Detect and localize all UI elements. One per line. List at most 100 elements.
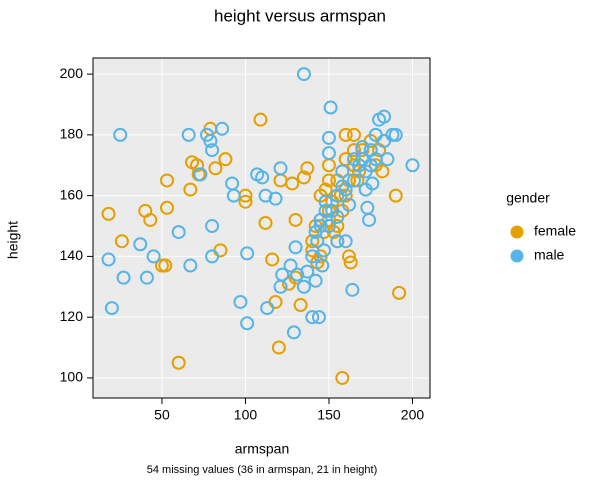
scatter-point bbox=[158, 258, 173, 273]
scatter-point bbox=[233, 294, 248, 309]
scatter-point bbox=[377, 109, 392, 124]
scatter-point bbox=[305, 310, 320, 325]
scatter-point bbox=[323, 100, 338, 115]
scatter-point bbox=[203, 133, 218, 148]
scatter-point bbox=[271, 340, 286, 355]
x-axis-label: armspan bbox=[235, 441, 289, 457]
legend-key bbox=[510, 249, 524, 263]
scatter-point bbox=[308, 225, 323, 240]
scatter-point bbox=[293, 298, 308, 313]
scatter-point bbox=[338, 127, 353, 142]
scatter-point bbox=[133, 237, 148, 252]
x-tick-label: 150 bbox=[317, 407, 341, 423]
scatter-point bbox=[238, 194, 253, 209]
scatter-point bbox=[218, 152, 233, 167]
scatter-point bbox=[321, 130, 336, 145]
scatter-point bbox=[310, 234, 325, 249]
scatter-point bbox=[159, 200, 174, 215]
x-tick-label: 100 bbox=[234, 407, 258, 423]
scatter-point bbox=[286, 325, 301, 340]
x-tick-label: 200 bbox=[401, 407, 425, 423]
chart-title: height versus armspan bbox=[214, 6, 386, 25]
scatter-point bbox=[308, 273, 323, 288]
y-tick-label: 200 bbox=[60, 65, 84, 81]
scatter-point bbox=[315, 258, 330, 273]
scatter-point bbox=[345, 282, 360, 297]
scatter-point bbox=[338, 188, 353, 203]
scatter-point bbox=[347, 143, 362, 158]
scatter-point bbox=[258, 215, 273, 230]
scatter-point bbox=[104, 301, 119, 316]
legend-label: female bbox=[534, 223, 576, 239]
scatter-point bbox=[318, 194, 333, 209]
scatter-point bbox=[296, 67, 311, 82]
scatter-point bbox=[343, 255, 358, 270]
scatter-point bbox=[300, 264, 315, 279]
scatter-point bbox=[101, 252, 116, 267]
scatter-point bbox=[330, 234, 345, 249]
scatter-point bbox=[253, 112, 268, 127]
scatter-point bbox=[101, 206, 116, 221]
scatter-point bbox=[321, 146, 336, 161]
scatter-point bbox=[347, 173, 362, 188]
scatter-point bbox=[190, 158, 205, 173]
scatter-point bbox=[240, 246, 255, 261]
scatter-point bbox=[265, 252, 280, 267]
scatter-point bbox=[288, 240, 303, 255]
scatter-point bbox=[321, 219, 336, 234]
scatter-point bbox=[226, 188, 241, 203]
scatter-point bbox=[316, 243, 331, 258]
scatter-point bbox=[392, 285, 407, 300]
y-tick-label: 140 bbox=[60, 247, 84, 263]
scatter-point bbox=[375, 164, 390, 179]
scatter-point bbox=[183, 182, 198, 197]
scatter-point bbox=[146, 249, 161, 264]
scatter-point bbox=[208, 161, 223, 176]
scatter-point bbox=[330, 209, 345, 224]
scatter-point bbox=[305, 234, 320, 249]
y-tick-label: 100 bbox=[60, 369, 84, 385]
scatter-point bbox=[388, 188, 403, 203]
scatter-point bbox=[159, 173, 174, 188]
scatter-point bbox=[113, 127, 128, 142]
scatter-point bbox=[205, 219, 220, 234]
scatter-point bbox=[311, 310, 326, 325]
scatter-point bbox=[143, 212, 158, 227]
scatter-point bbox=[268, 191, 283, 206]
scatter-point bbox=[171, 225, 186, 240]
scatter-point bbox=[305, 249, 320, 264]
scatter-point bbox=[283, 258, 298, 273]
scatter-point bbox=[215, 121, 230, 136]
y-axis-label: height bbox=[5, 221, 21, 259]
scatter-point bbox=[116, 270, 131, 285]
scatter-point bbox=[255, 170, 270, 185]
scatter-point bbox=[321, 173, 336, 188]
x-tick-label: 50 bbox=[154, 407, 170, 423]
legend-key bbox=[510, 225, 524, 239]
scatter-point bbox=[181, 127, 196, 142]
scatter-point bbox=[285, 176, 300, 191]
caption: 54 missing values (36 in armspan, 21 in … bbox=[147, 464, 378, 476]
scatter-point bbox=[338, 182, 353, 197]
y-tick-label: 120 bbox=[60, 308, 84, 324]
scatter-point bbox=[296, 170, 311, 185]
scatter-point bbox=[362, 212, 377, 227]
scatter-point bbox=[347, 152, 362, 167]
scatter-point bbox=[342, 197, 357, 212]
scatter-point bbox=[338, 234, 353, 249]
scatter-point bbox=[335, 164, 350, 179]
scatter-point bbox=[260, 301, 275, 316]
scatter-point bbox=[347, 127, 362, 142]
scatter-point bbox=[273, 161, 288, 176]
y-tick-label: 180 bbox=[60, 126, 84, 142]
scatter-point bbox=[193, 167, 208, 182]
scatter-point bbox=[205, 143, 220, 158]
scatter-point bbox=[240, 316, 255, 331]
scatter-point bbox=[275, 267, 290, 282]
scatter-point bbox=[139, 270, 154, 285]
scatter-point bbox=[335, 179, 350, 194]
scatter-point bbox=[171, 355, 186, 370]
legend-label: male bbox=[534, 247, 565, 263]
scatter-point bbox=[368, 152, 383, 167]
